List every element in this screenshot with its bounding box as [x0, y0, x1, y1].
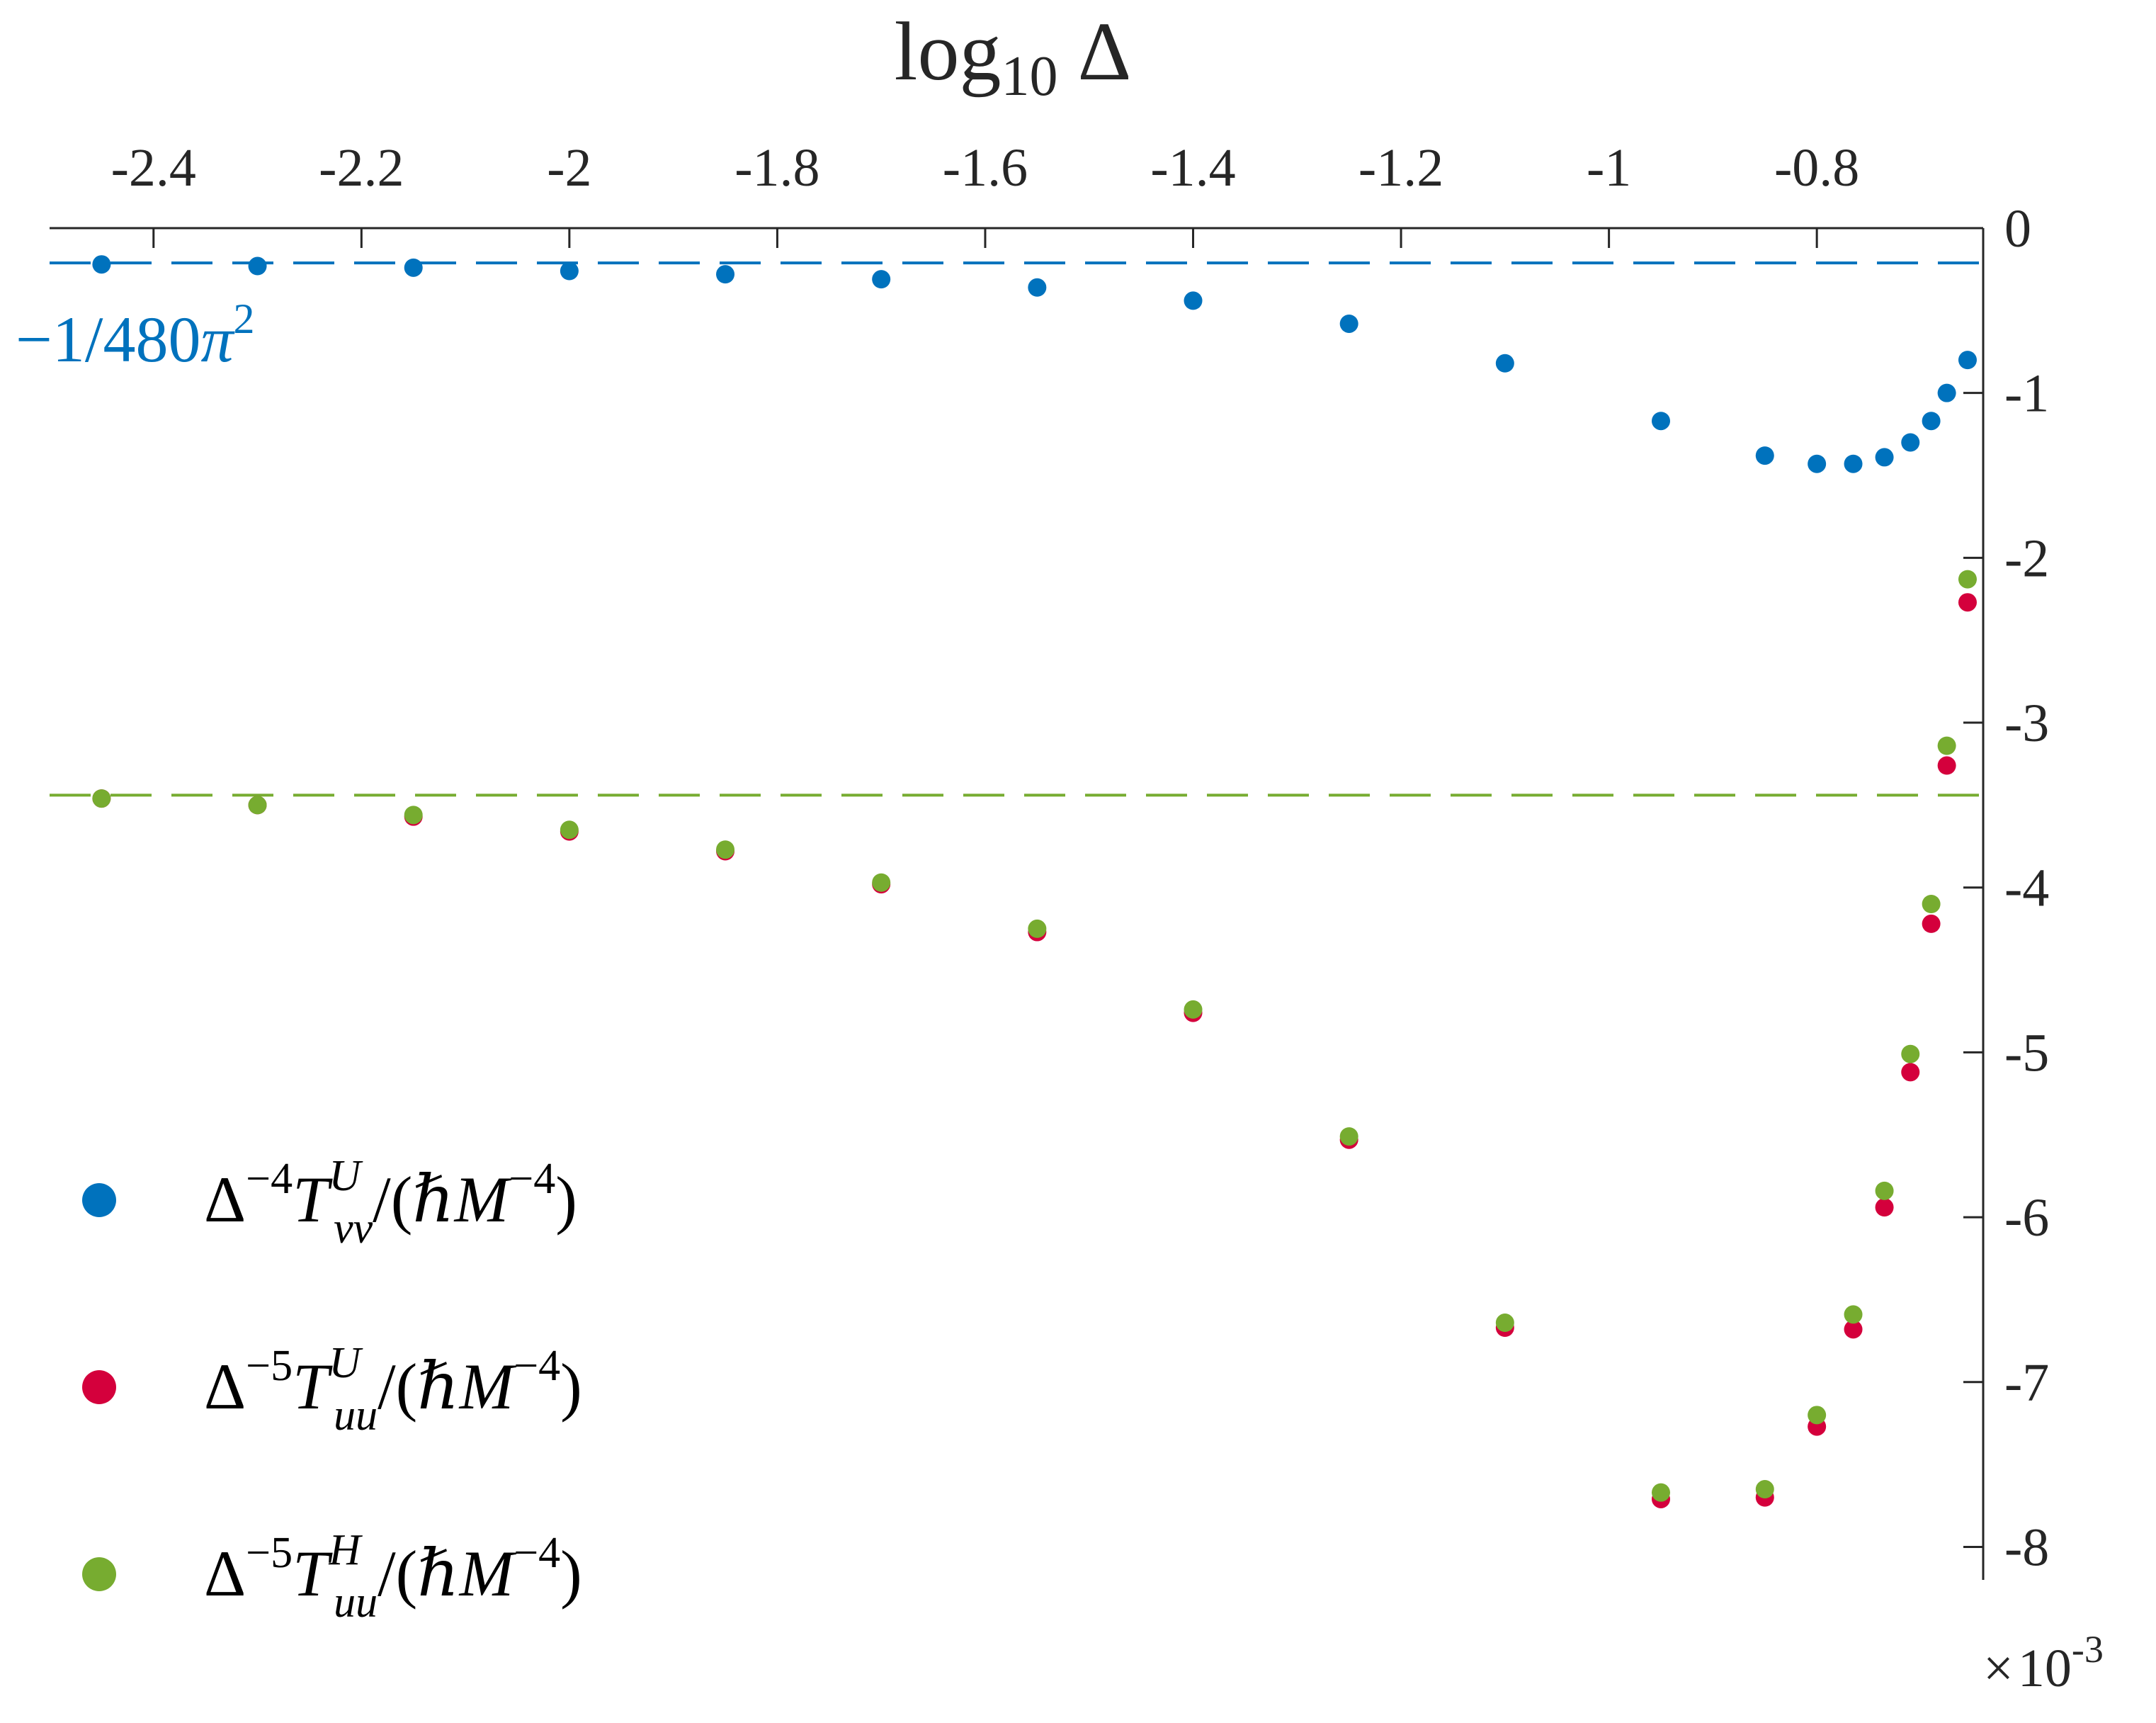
data-point [1901, 433, 1920, 452]
series-T_uu_U [92, 593, 1977, 1508]
data-point [1844, 1320, 1863, 1339]
y-tick-label: -6 [2004, 1188, 2049, 1248]
data-point [1184, 291, 1203, 310]
series-T_uu_H [92, 570, 1977, 1502]
data-point [1652, 1483, 1670, 1502]
legend-label-tuu-h: Δ−5TH uu/(ℏM−4) [204, 1526, 582, 1627]
x-tick-label: -1.2 [1358, 138, 1443, 198]
data-point [1755, 1480, 1774, 1499]
x-tick-label: -1 [1587, 138, 1631, 198]
data-point [1844, 454, 1863, 473]
legend-item-tuu-u: Δ−5TU uu/(ℏM−4) [82, 1339, 582, 1440]
data-point [92, 255, 111, 274]
data-point [1339, 1127, 1358, 1146]
data-point [1958, 570, 1977, 589]
reference-lines [50, 261, 1983, 797]
y-tick-label: -2 [2004, 529, 2049, 588]
x-tick-label: -1.4 [1150, 138, 1235, 198]
y-tick-label: -7 [2004, 1353, 2049, 1413]
data-point [1495, 1314, 1514, 1333]
legend-label-tvv-u: Δ−4TU vv/(ℏM−4) [204, 1152, 577, 1253]
reference-line-label: −1/480π2 [16, 295, 255, 375]
x-tick-label: -1.8 [734, 138, 819, 198]
x-tick-label: -2.4 [111, 138, 196, 198]
legend-label-tuu-u: Δ−5TU uu/(ℏM−4) [204, 1339, 582, 1440]
data-point [1937, 383, 1956, 402]
y-tick-label: -8 [2004, 1518, 2049, 1577]
data-point [404, 258, 423, 277]
data-point [1901, 1063, 1920, 1082]
data-point [1937, 736, 1956, 755]
data-point [1875, 1198, 1894, 1217]
y-tick-label: -3 [2004, 694, 2049, 753]
y-exponent-label: ×10-3 [1983, 1628, 2104, 1698]
x-tick-label: -2 [547, 138, 591, 198]
data-point [1875, 448, 1894, 467]
data-point [1901, 1044, 1920, 1063]
data-point [716, 265, 735, 284]
data-point [248, 256, 267, 276]
data-point [1922, 914, 1941, 933]
legend: Δ−4TU vv/(ℏM−4) Δ−5TU uu/(ℏM−4) Δ−5TH uu/(ℏ… [82, 1152, 582, 1627]
x-axis-title: log10 Δ [895, 5, 1132, 108]
data-point [1808, 1406, 1827, 1425]
data-point [404, 806, 423, 825]
y-axis-ticks: 0 -1 -2 -3 -4 -5 -6 -7 -8 [1963, 199, 2049, 1577]
data-point [1028, 919, 1047, 938]
data-point [1755, 446, 1774, 465]
data-point [872, 873, 891, 892]
data-point [1808, 454, 1827, 473]
data-point [92, 789, 111, 808]
x-axis-ticks: -2.4 -2.2 -2 -1.8 -1.6 -1.4 -1.2 -1 -0.8 [111, 138, 1859, 248]
data-point [1958, 351, 1977, 370]
data-point [1937, 756, 1956, 775]
x-tick-label: -0.8 [1774, 138, 1859, 198]
y-tick-label: -5 [2004, 1023, 2049, 1083]
legend-item-tvv-u: Δ−4TU vv/(ℏM−4) [82, 1152, 577, 1253]
legend-marker-tvv-u [82, 1183, 116, 1217]
data-point [1652, 412, 1670, 431]
data-point [1184, 1000, 1203, 1019]
y-tick-label: -1 [2004, 364, 2049, 424]
data-point [248, 796, 267, 815]
data-point [1844, 1305, 1863, 1324]
data-point [872, 270, 891, 289]
series-T_vv_U [92, 255, 1977, 473]
data-point [1958, 593, 1977, 612]
legend-item-tuu-h: Δ−5TH uu/(ℏM−4) [82, 1526, 582, 1627]
series-markers [92, 255, 1977, 1508]
data-point [1922, 412, 1941, 431]
data-point [1922, 895, 1941, 913]
y-tick-label: 0 [2004, 199, 2031, 259]
x-tick-label: -1.6 [943, 138, 1028, 198]
data-point [716, 840, 735, 859]
x-tick-label: -2.2 [319, 138, 404, 198]
data-point [1339, 314, 1358, 333]
data-point [560, 261, 579, 281]
y-tick-label: -4 [2004, 859, 2049, 918]
data-point [1495, 354, 1514, 373]
data-point [1028, 278, 1047, 297]
data-point [560, 820, 579, 840]
legend-marker-tuu-u [82, 1370, 116, 1404]
data-point [1875, 1181, 1894, 1200]
legend-marker-tuu-h [82, 1557, 116, 1591]
